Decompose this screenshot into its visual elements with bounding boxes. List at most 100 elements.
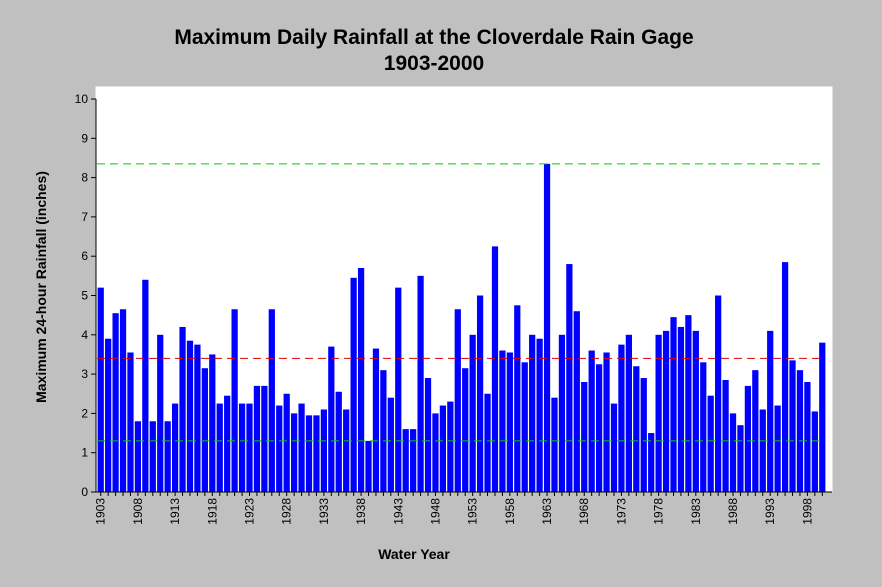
bar-1915 [186,340,194,492]
bar-1954 [476,295,484,492]
bar-1964 [551,397,558,492]
y-axis-label: Maximum 24-hour Rainfall (inches) [33,171,49,403]
bar-1914 [179,326,186,492]
bar-1969 [588,350,595,492]
bar-1976 [640,378,647,492]
bar-1979 [662,330,670,492]
bar-1952 [462,368,469,492]
x-tick-label-1903: 1903 [94,498,108,525]
bar-1998 [804,381,811,492]
x-tick-label-1993: 1993 [763,498,777,525]
bar-1937 [350,277,357,492]
bar-1944 [402,429,409,492]
bar-1962 [536,338,543,492]
bar-1972 [610,403,618,492]
bar-1922 [238,403,246,492]
x-tick-label-1928: 1928 [280,498,294,525]
y-tick-label-5: 5 [81,289,88,303]
bar-1966 [566,264,573,492]
x-tick-label-1908: 1908 [131,498,145,525]
y-tick-label-0: 0 [81,485,88,499]
bar-1921 [231,309,238,492]
bar-1931 [305,415,313,492]
bar-1991 [752,370,759,492]
bar-1974 [625,334,632,492]
bar-1924 [253,385,261,492]
bar-1932 [313,415,320,492]
y-tick-label-1: 1 [81,446,88,460]
bar-1983 [692,330,699,492]
bar-2000 [819,342,826,492]
bar-1938 [357,267,365,492]
bar-1918 [209,354,216,492]
bar-1920 [224,395,231,492]
bar-1999 [811,411,818,492]
bar-1965 [558,334,566,492]
bar-1946 [417,275,424,492]
bar-1934 [328,346,335,492]
bar-1942 [387,397,394,492]
bar-1995 [781,262,789,492]
x-tick-label-1958: 1958 [503,498,517,525]
y-tick-label-10: 10 [75,92,89,106]
bar-1943 [395,287,402,492]
bar-1981 [677,326,685,492]
bar-1960 [521,362,528,492]
bar-1903 [97,287,104,492]
bar-1956 [491,246,499,493]
bar-1997 [796,370,804,492]
bar-1928 [283,393,290,492]
x-tick-label-1968: 1968 [577,498,591,525]
x-tick-label-1978: 1978 [652,498,666,525]
x-ticks-group: 1903 1908 1913 1918 1923 1928 1933 1938 1943 1948… [94,492,823,525]
bar-1984 [700,362,707,492]
x-tick-label-1963: 1963 [540,498,554,525]
bar-1948 [432,413,439,492]
bar-1939 [365,440,372,492]
bar-1958 [506,352,513,492]
bar-1992 [759,409,766,492]
bar-1919 [216,403,223,492]
bar-1949 [439,405,447,492]
y-tick-label-4: 4 [81,328,88,342]
bar-1909 [142,279,149,492]
x-tick-label-1953: 1953 [466,498,480,525]
bar-1907 [127,352,134,492]
bar-1950 [447,401,454,492]
x-tick-label-1933: 1933 [317,498,331,525]
bar-1923 [246,403,253,492]
bar-1947 [424,378,432,492]
bar-1989 [737,425,744,492]
bar-1912 [164,421,171,492]
x-tick-label-1998: 1998 [800,498,814,525]
bar-1929 [291,413,298,492]
x-tick-label-1943: 1943 [391,498,405,525]
bar-1961 [529,334,536,492]
bar-1927 [276,405,283,492]
bar-1916 [194,344,201,493]
bar-1908 [134,421,142,492]
reference-lines-group [97,163,822,442]
bar-1905 [112,313,119,492]
bar-1978 [655,334,662,492]
bar-1990 [744,385,752,492]
x-tick-label-1938: 1938 [354,498,368,525]
bar-1967 [573,311,580,492]
bar-1970 [596,364,603,492]
bar-1930 [298,403,305,492]
y-tick-label-6: 6 [81,249,88,263]
y-tick-label-3: 3 [81,367,88,381]
bar-1982 [685,315,692,492]
bar-1993 [767,330,774,492]
bar-1911 [157,334,164,492]
y-tick-label-8: 8 [81,171,88,185]
bar-1980 [670,317,677,492]
bar-1987 [722,380,729,492]
bar-1941 [380,370,387,492]
bar-1957 [499,350,506,492]
x-tick-label-1913: 1913 [168,498,182,525]
bar-1940 [372,348,380,492]
chart-title: Maximum Daily Rainfall at the Cloverdale… [174,26,693,49]
bar-1953 [469,334,476,492]
